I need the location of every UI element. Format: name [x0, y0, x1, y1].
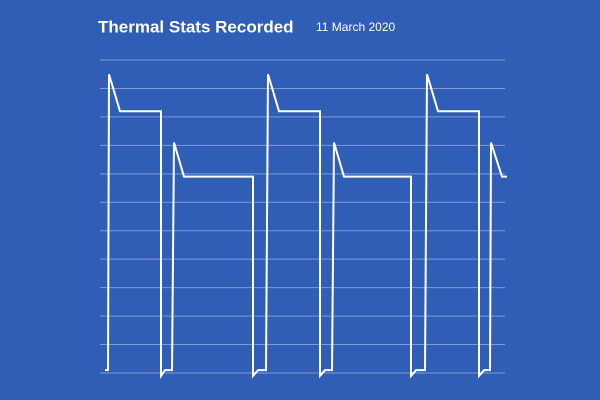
chart-title: Thermal Stats Recorded	[98, 17, 294, 36]
line	[105, 73, 507, 380]
chart-subtitle: 11 March 2020	[316, 20, 395, 34]
